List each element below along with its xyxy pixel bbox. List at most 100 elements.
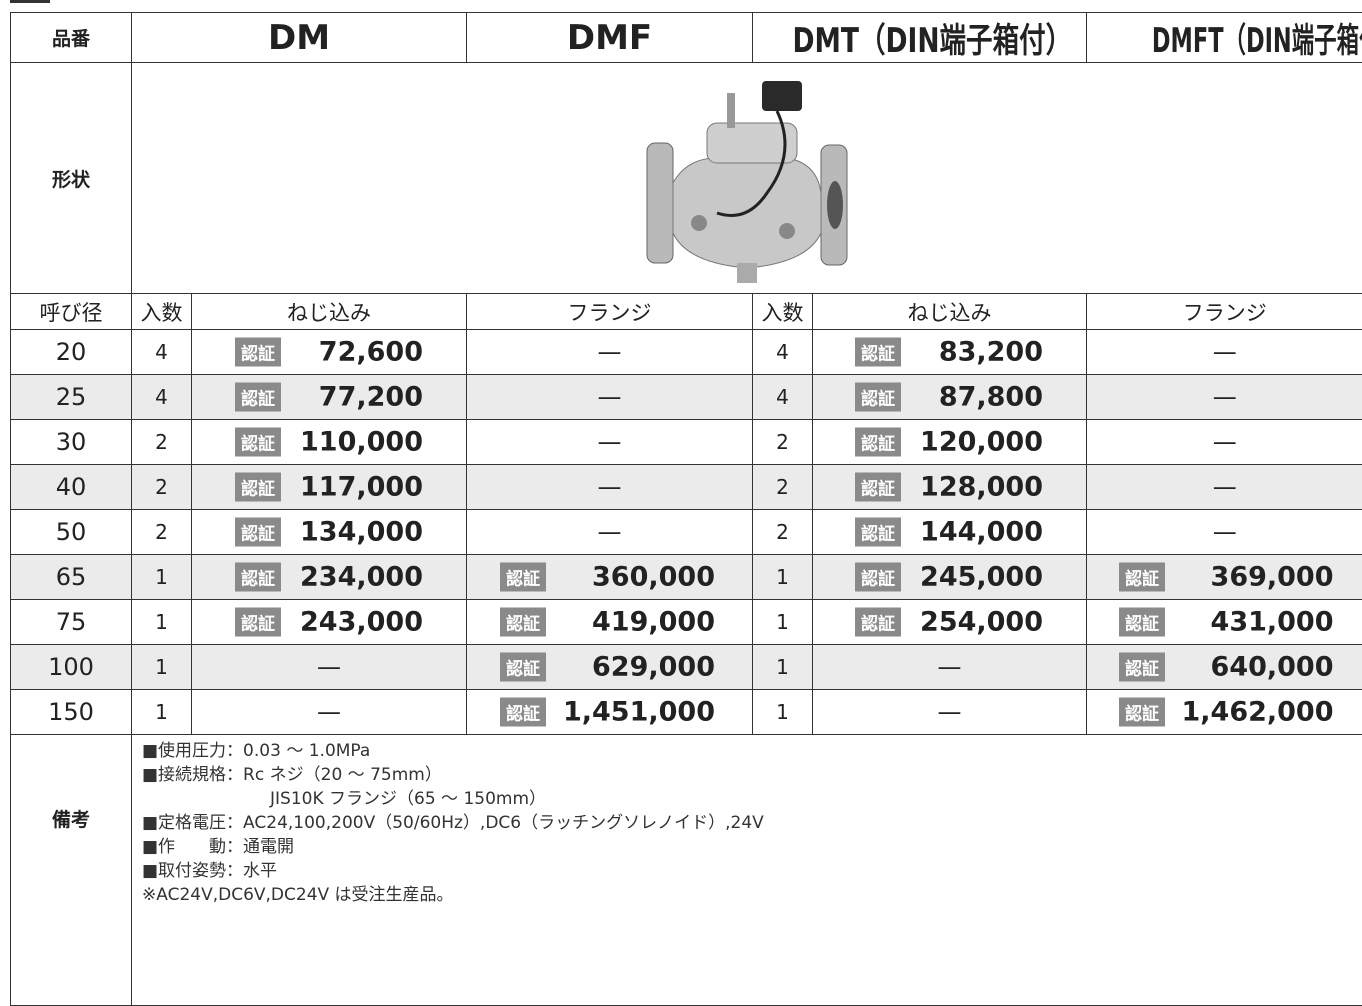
dash-cell: — <box>467 420 753 465</box>
price-cell: 認証 431,000 <box>1087 600 1362 645</box>
price: 360,000 <box>592 562 715 593</box>
dash-cell: — <box>467 330 753 375</box>
size-cell: 75 <box>11 600 132 645</box>
cert-badge: 認証 <box>500 608 546 637</box>
model-name: DMT（DIN端子箱付） <box>753 13 1087 63</box>
product-image-cell <box>132 63 1362 294</box>
dash-cell: — <box>467 375 753 420</box>
image-row: 形状 <box>11 63 1362 294</box>
cert-badge: 認証 <box>855 383 901 412</box>
cert-badge: 認証 <box>1119 698 1165 727</box>
cert-badge: 認証 <box>235 338 281 367</box>
qty-cell: 2 <box>132 420 192 465</box>
price-cell: 認証 234,000 <box>192 555 467 600</box>
qty-cell: 1 <box>132 645 192 690</box>
cert-badge: 認証 <box>235 563 281 592</box>
qty-cell: 1 <box>132 600 192 645</box>
page: 品番 DM DMF DMT（DIN端子箱付） DMFT（DIN端子箱付） 形状 … <box>0 0 1362 899</box>
qty-cell: 4 <box>753 330 813 375</box>
price-table: 品番 DM DMF DMT（DIN端子箱付） DMFT（DIN端子箱付） 形状 … <box>10 12 1362 1006</box>
dash-cell: — <box>1087 420 1362 465</box>
subheader-row: 呼び径入数ねじ込みフランジ入数ねじ込みフランジ <box>11 294 1362 330</box>
remark-line: ■使用圧力：0.03 ～ 1.0MPa <box>142 739 1362 763</box>
price: 110,000 <box>300 427 423 458</box>
price: 234,000 <box>300 562 423 593</box>
subheader-cell: ねじ込み <box>192 294 467 330</box>
model-name: DM <box>132 13 467 63</box>
model-name: DMF <box>467 13 753 63</box>
cert-badge: 認証 <box>500 653 546 682</box>
remarks-label: 備考 <box>11 735 132 1006</box>
size-cell: 150 <box>11 690 132 735</box>
price: 369,000 <box>1211 562 1334 593</box>
size-cell: 25 <box>11 375 132 420</box>
price: 1,462,000 <box>1181 697 1333 728</box>
dash-cell: — <box>1087 510 1362 555</box>
price: 629,000 <box>592 652 715 683</box>
price: 83,200 <box>939 337 1043 368</box>
price: 245,000 <box>920 562 1043 593</box>
price: 120,000 <box>920 427 1043 458</box>
qty-cell: 1 <box>753 645 813 690</box>
price: 77,200 <box>319 382 423 413</box>
qty-cell: 1 <box>753 600 813 645</box>
remark-line: ■定格電圧：AC24,100,200V（50/60Hz）,DC6（ラッチングソレ… <box>142 811 1362 835</box>
price: 243,000 <box>300 607 423 638</box>
price-cell: 認証 629,000 <box>467 645 753 690</box>
cert-badge: 認証 <box>1119 608 1165 637</box>
dash-cell: — <box>813 690 1087 735</box>
dash-cell: — <box>1087 375 1362 420</box>
price: 117,000 <box>300 472 423 503</box>
cert-badge: 認証 <box>500 563 546 592</box>
cert-badge: 認証 <box>235 473 281 502</box>
size-cell: 65 <box>11 555 132 600</box>
remarks-cell: ■使用圧力：0.03 ～ 1.0MPa■接続規格：Rc ネジ（20 ～ 75mm… <box>132 735 1362 1006</box>
price: 144,000 <box>920 517 1043 548</box>
remark-line: ※AC24V,DC6V,DC24V は受注生産品。 <box>142 883 1362 907</box>
price-cell: 認証 72,600 <box>192 330 467 375</box>
price-cell: 認証 120,000 <box>813 420 1087 465</box>
qty-cell: 1 <box>753 690 813 735</box>
qty-cell: 2 <box>753 465 813 510</box>
dash-cell: — <box>192 690 467 735</box>
price: 431,000 <box>1211 607 1334 638</box>
cert-badge: 認証 <box>855 428 901 457</box>
price-cell: 認証 87,800 <box>813 375 1087 420</box>
cert-badge: 認証 <box>855 473 901 502</box>
dash-cell: — <box>467 465 753 510</box>
cert-badge: 認証 <box>235 428 281 457</box>
size-cell: 100 <box>11 645 132 690</box>
dash-cell: — <box>813 645 1087 690</box>
size-cell: 20 <box>11 330 132 375</box>
cert-badge: 認証 <box>855 518 901 547</box>
price-cell: 認証 110,000 <box>192 420 467 465</box>
price-cell: 認証 245,000 <box>813 555 1087 600</box>
cert-badge: 認証 <box>500 698 546 727</box>
corner-tab <box>10 0 50 3</box>
size-cell: 40 <box>11 465 132 510</box>
subheader-cell: フランジ <box>467 294 753 330</box>
remark-line: ■接続規格：Rc ネジ（20 ～ 75mm） <box>142 763 1362 787</box>
cert-badge: 認証 <box>235 518 281 547</box>
dash-cell: — <box>192 645 467 690</box>
price: 87,800 <box>939 382 1043 413</box>
qty-cell: 4 <box>132 330 192 375</box>
cert-badge: 認証 <box>855 608 901 637</box>
model-text: DMFT（DIN端子箱付） <box>1152 13 1362 62</box>
cert-badge: 認証 <box>855 563 901 592</box>
price: 72,600 <box>319 337 423 368</box>
price: 254,000 <box>920 607 1043 638</box>
